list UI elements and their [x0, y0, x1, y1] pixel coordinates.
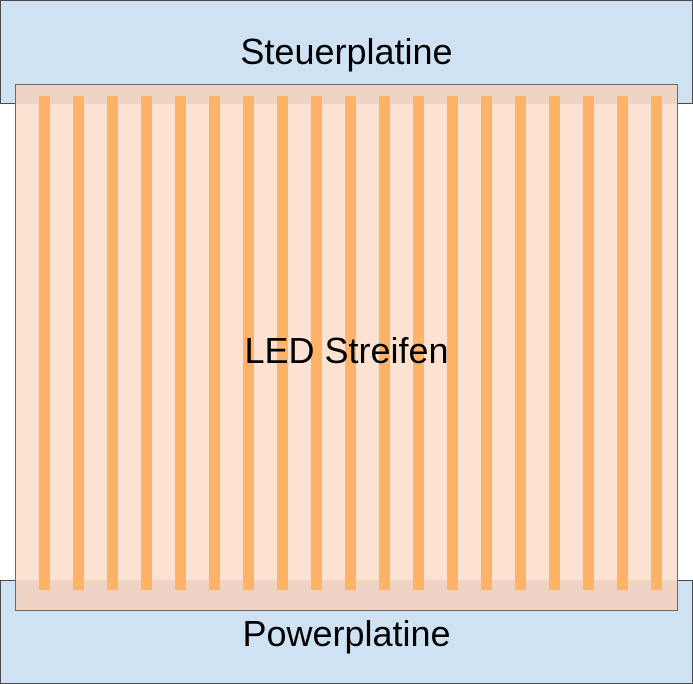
led-strip — [141, 96, 152, 590]
led-strip — [481, 96, 492, 590]
led-strip — [345, 96, 356, 590]
led-strip — [311, 96, 322, 590]
led-strip — [651, 96, 662, 590]
led-strip — [107, 96, 118, 590]
led-strip — [617, 96, 628, 590]
led-strip — [73, 96, 84, 590]
led-strip — [39, 96, 50, 590]
led-streifen-label: LED Streifen — [244, 330, 449, 371]
led-strip — [549, 96, 560, 590]
led-strip — [243, 96, 254, 590]
led-strip — [447, 96, 458, 590]
led-strip — [379, 96, 390, 590]
led-strip — [175, 96, 186, 590]
led-strip — [583, 96, 594, 590]
led-strip — [277, 96, 288, 590]
led-strip — [209, 96, 220, 590]
led-strip — [413, 96, 424, 590]
led-strip — [515, 96, 526, 590]
steuerplatine-label: Steuerplatine — [240, 31, 453, 72]
powerplatine-label: Powerplatine — [242, 613, 451, 654]
